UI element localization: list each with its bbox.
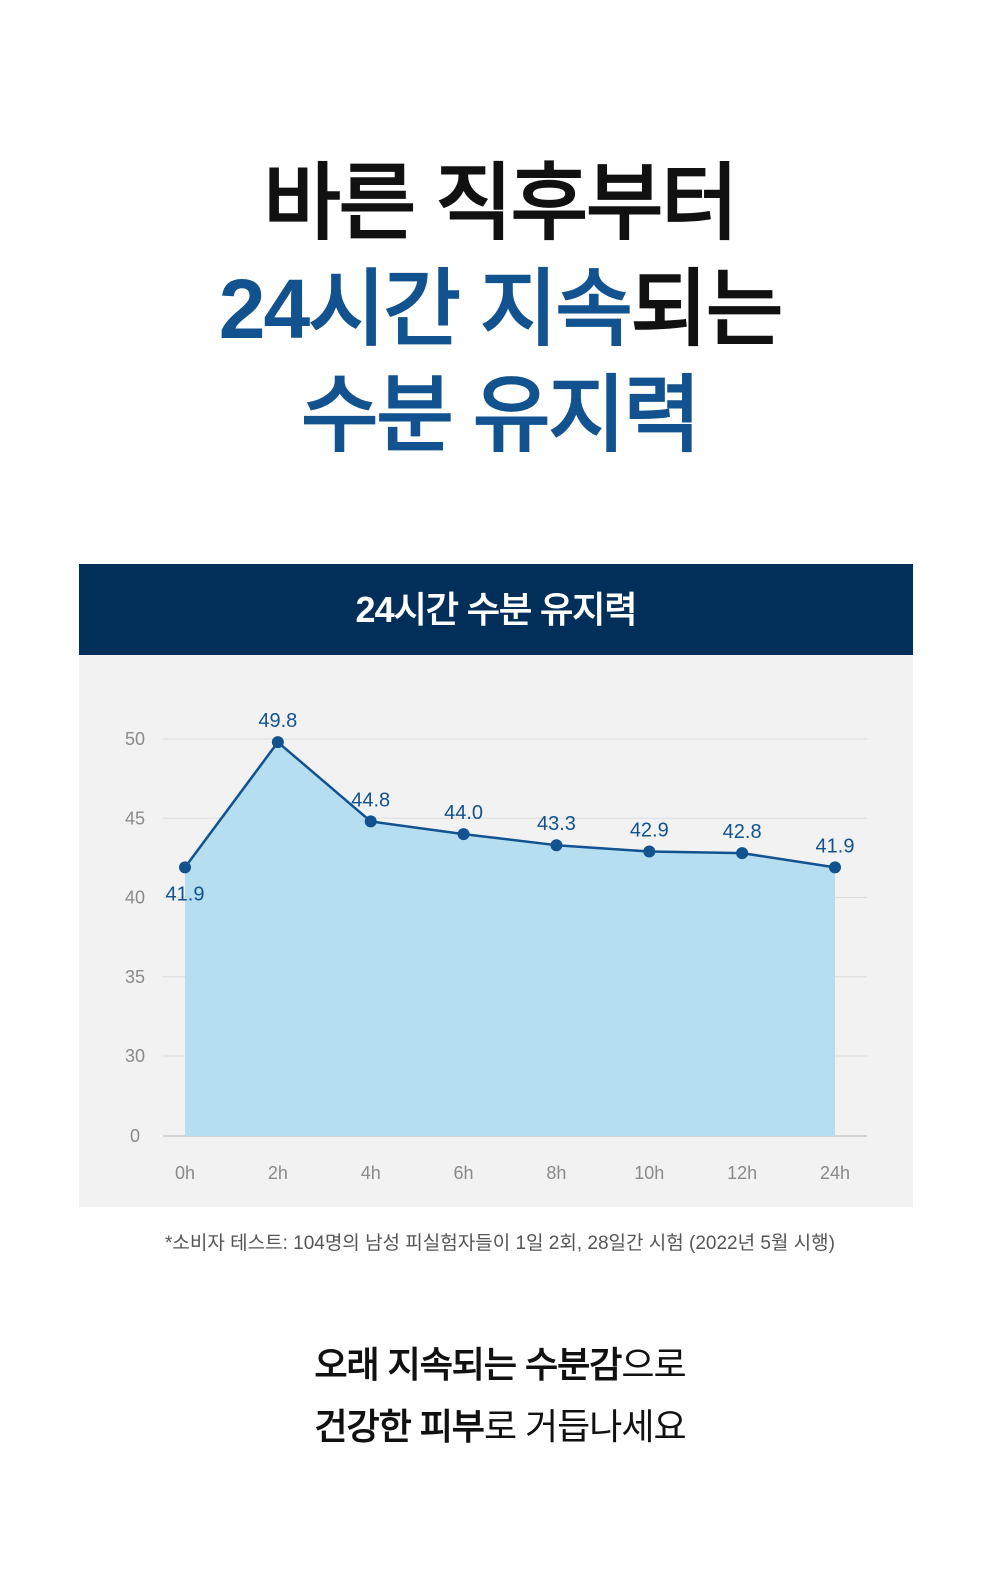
x-tick-label: 12h [727, 1163, 757, 1183]
closing-line-2-bold: 건강한 피부 [314, 1406, 485, 1447]
area-chart: 0 30 35 40 45 50 41.9 49.8 44.8 44.0 43.3 42.9 42.8 4… [125, 710, 867, 1183]
headline-line-2-rest: 되는 [630, 262, 784, 356]
data-point [364, 815, 377, 828]
closing-line-1-bold: 오래 지속되는 수분감 [314, 1344, 622, 1385]
closing-line-1-regular: 으로 [621, 1344, 686, 1385]
data-label: 42.9 [630, 820, 669, 842]
y-tick-label: 0 [130, 1126, 140, 1146]
closing-line-2-regular: 로 거듭나세요 [483, 1406, 687, 1447]
x-tick-label: 24h [820, 1163, 850, 1183]
closing-line-1: 오래 지속되는 수분감으로 [0, 1334, 1000, 1396]
headline-line-1: 바른 직후부터 [263, 156, 738, 250]
headline: 바른 직후부터 24시간 지속되는 수분 유지력 [0, 150, 1000, 468]
chart-header: 24시간 수분 유지력 [79, 564, 913, 655]
y-tick-label: 30 [125, 1046, 145, 1066]
data-point [271, 736, 284, 749]
data-label: 43.3 [537, 813, 576, 835]
data-point [550, 839, 563, 852]
data-label: 41.9 [816, 835, 855, 857]
x-tick-label: 2h [268, 1163, 288, 1183]
x-tick-label: 4h [361, 1163, 381, 1183]
data-point [179, 861, 191, 874]
x-tick-label: 0h [175, 1163, 195, 1183]
closing-line-2: 건강한 피부로 거듭나세요 [0, 1396, 1000, 1458]
x-tick-label: 10h [634, 1163, 664, 1183]
chart-card: 0 30 35 40 45 50 41.9 49.8 44.8 44.0 43.3 42.9 42.8 4… [79, 655, 913, 1207]
data-label: 41.9 [166, 883, 205, 905]
headline-line-3: 수분 유지력 [301, 368, 701, 462]
closing-copy: 오래 지속되는 수분감으로 건강한 피부로 거듭나세요 [0, 1334, 1000, 1458]
data-point [457, 828, 470, 841]
data-point [736, 847, 749, 860]
y-tick-label: 45 [125, 808, 145, 828]
data-label: 44.0 [444, 802, 483, 824]
x-tick-label: 8h [546, 1163, 566, 1183]
x-tick-label: 6h [454, 1163, 474, 1183]
data-label: 44.8 [351, 789, 390, 811]
y-tick-label: 40 [125, 888, 145, 908]
data-label: 42.8 [723, 821, 762, 843]
area-fill [185, 742, 835, 1136]
headline-line-2-highlight: 24시간 지속 [218, 262, 633, 356]
data-label: 49.8 [258, 710, 297, 732]
series-line [183, 740, 836, 869]
footnote: *소비자 테스트: 104명의 남성 피실험자들이 1일 2회, 28일간 시험… [165, 1233, 835, 1254]
data-point [643, 845, 656, 858]
data-point [829, 861, 841, 874]
y-tick-label: 50 [125, 729, 145, 749]
y-tick-label: 35 [125, 967, 145, 987]
headline-line-2: 24시간 지속되는 [0, 256, 1000, 362]
